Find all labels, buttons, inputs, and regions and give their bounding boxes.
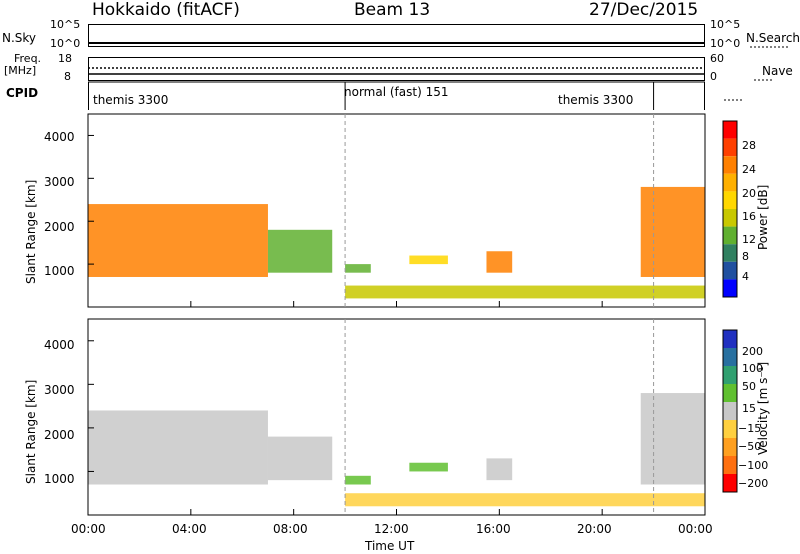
velocity-colorbar-cell-1	[723, 348, 737, 366]
velocity-colorbar-cell-6	[723, 438, 737, 456]
cpid-panel	[88, 82, 705, 110]
velocity-region-1	[267, 436, 333, 481]
velocity-colorbar-cell-5	[723, 420, 737, 438]
power-cb-tick-20: 20	[742, 187, 756, 200]
power-colorbar-cell-8	[723, 261, 737, 280]
power-colorbar-cell-9	[723, 279, 737, 297]
freq-panel	[88, 57, 705, 81]
power-region-3	[409, 255, 448, 265]
power-region-5	[345, 285, 705, 299]
power-region-0	[88, 204, 268, 277]
power-colorbar-cell-6	[723, 226, 737, 245]
velocity-ytick-4000: 4000	[44, 338, 75, 352]
vel-cb-tick-m200: −200	[738, 477, 769, 490]
power-colorbar-cell-5	[723, 209, 737, 227]
x-axis-label: Time UT	[365, 539, 415, 553]
velocity-colorbar-cell-4	[723, 402, 737, 420]
nsearch-label: N.Search	[746, 31, 800, 45]
freq-tick-top: 18	[58, 52, 72, 65]
nsky-panel	[88, 24, 705, 47]
velocity-colorbar-cell-7	[723, 456, 737, 474]
power-colorbar-cell-2	[723, 156, 737, 174]
velocity-region-3	[409, 462, 448, 472]
power-ytick-3000: 3000	[44, 175, 75, 189]
nsky-label: N.Sky	[2, 31, 37, 45]
cpid-segment-1: themis 3300	[93, 93, 169, 107]
power-region-4	[486, 251, 513, 273]
freq-tick-bot: 8	[64, 70, 71, 83]
x-tick-3: 12:00	[374, 522, 409, 536]
vel-cb-tick-m100: −100	[738, 459, 769, 472]
velocity-region-4	[486, 458, 513, 481]
velocity-colorbar-cell-0	[723, 330, 737, 348]
x-tick-6: 00:00	[678, 522, 713, 536]
vel-cb-tick-15: 15	[742, 402, 756, 415]
velocity-colorbar-cell-3	[723, 384, 737, 402]
date-title: 27/Dec/2015	[589, 0, 699, 20]
power-colorbar-cell-0	[723, 121, 737, 139]
power-region-2	[345, 264, 371, 273]
nave-label: Nave	[762, 64, 793, 78]
velocity-ylabel: Slant Range [km]	[24, 379, 38, 484]
x-tick-2: 08:00	[273, 522, 308, 536]
power-colorbar-cell-4	[723, 191, 737, 209]
power-colorbar-label: Power [dB]	[756, 184, 770, 250]
x-tick-4: 16:00	[476, 522, 511, 536]
power-colorbar-cell-3	[723, 173, 737, 192]
velocity-ytick-3000: 3000	[44, 383, 75, 397]
power-cb-tick-28: 28	[742, 139, 756, 152]
nave-tick-top: 60	[710, 52, 724, 65]
vel-cb-tick-m15: −15	[738, 422, 762, 435]
power-cb-tick-4: 4	[742, 270, 749, 283]
power-colorbar-cell-1	[723, 138, 737, 157]
power-colorbar-cell-7	[723, 244, 737, 262]
power-ytick-2000: 2000	[44, 220, 75, 234]
velocity-region-0	[88, 410, 268, 485]
cpid-segment-2: normal (fast) 151	[344, 85, 449, 99]
velocity-ytick-1000: 1000	[44, 472, 75, 486]
freq-unit: [MHz]	[4, 64, 37, 77]
cpid-segment-3: themis 3300	[558, 93, 634, 107]
vel-cb-tick-50: 50	[742, 380, 756, 393]
power-cb-tick-8: 8	[742, 250, 749, 263]
power-region-6	[640, 186, 705, 277]
vel-cb-tick-m50: −50	[738, 440, 762, 453]
nsky-tick-bot: 10^0	[50, 37, 81, 50]
vel-cb-tick-200: 200	[742, 345, 763, 358]
x-tick-5: 20:00	[577, 522, 612, 536]
beam-title: Beam 13	[354, 0, 431, 20]
power-ytick-1000: 1000	[44, 264, 75, 278]
velocity-colorbar-frame	[722, 329, 738, 493]
power-ytick-4000: 4000	[44, 130, 75, 144]
velocity-colorbar-cell-2	[723, 366, 737, 384]
nave-tick-bot: 0	[710, 70, 717, 83]
power-region-1	[267, 229, 333, 273]
nsky-tick-top: 10^5	[50, 18, 81, 31]
velocity-colorbar-cell-8	[723, 474, 737, 492]
power-ylabel: Slant Range [km]	[24, 179, 38, 284]
station-title: Hokkaido (fitACF)	[92, 0, 240, 20]
freq-label: Freq.	[14, 52, 42, 65]
velocity-region-2	[345, 475, 371, 485]
velocity-region-5	[345, 493, 705, 507]
nsky-rtick-top: 10^5	[710, 18, 741, 31]
x-tick-0: 00:00	[71, 522, 106, 536]
vel-cb-tick-100: 100	[742, 362, 763, 375]
cpid-label: CPID	[6, 86, 39, 100]
power-cb-tick-12: 12	[742, 233, 756, 246]
power-cb-tick-24: 24	[742, 163, 756, 176]
velocity-region-6	[640, 393, 705, 485]
velocity-ytick-2000: 2000	[44, 428, 75, 442]
power-cb-tick-16: 16	[742, 210, 756, 223]
nsky-rtick-bot: 10^0	[710, 37, 741, 50]
power-colorbar-frame	[722, 120, 738, 298]
x-tick-1: 04:00	[172, 522, 207, 536]
